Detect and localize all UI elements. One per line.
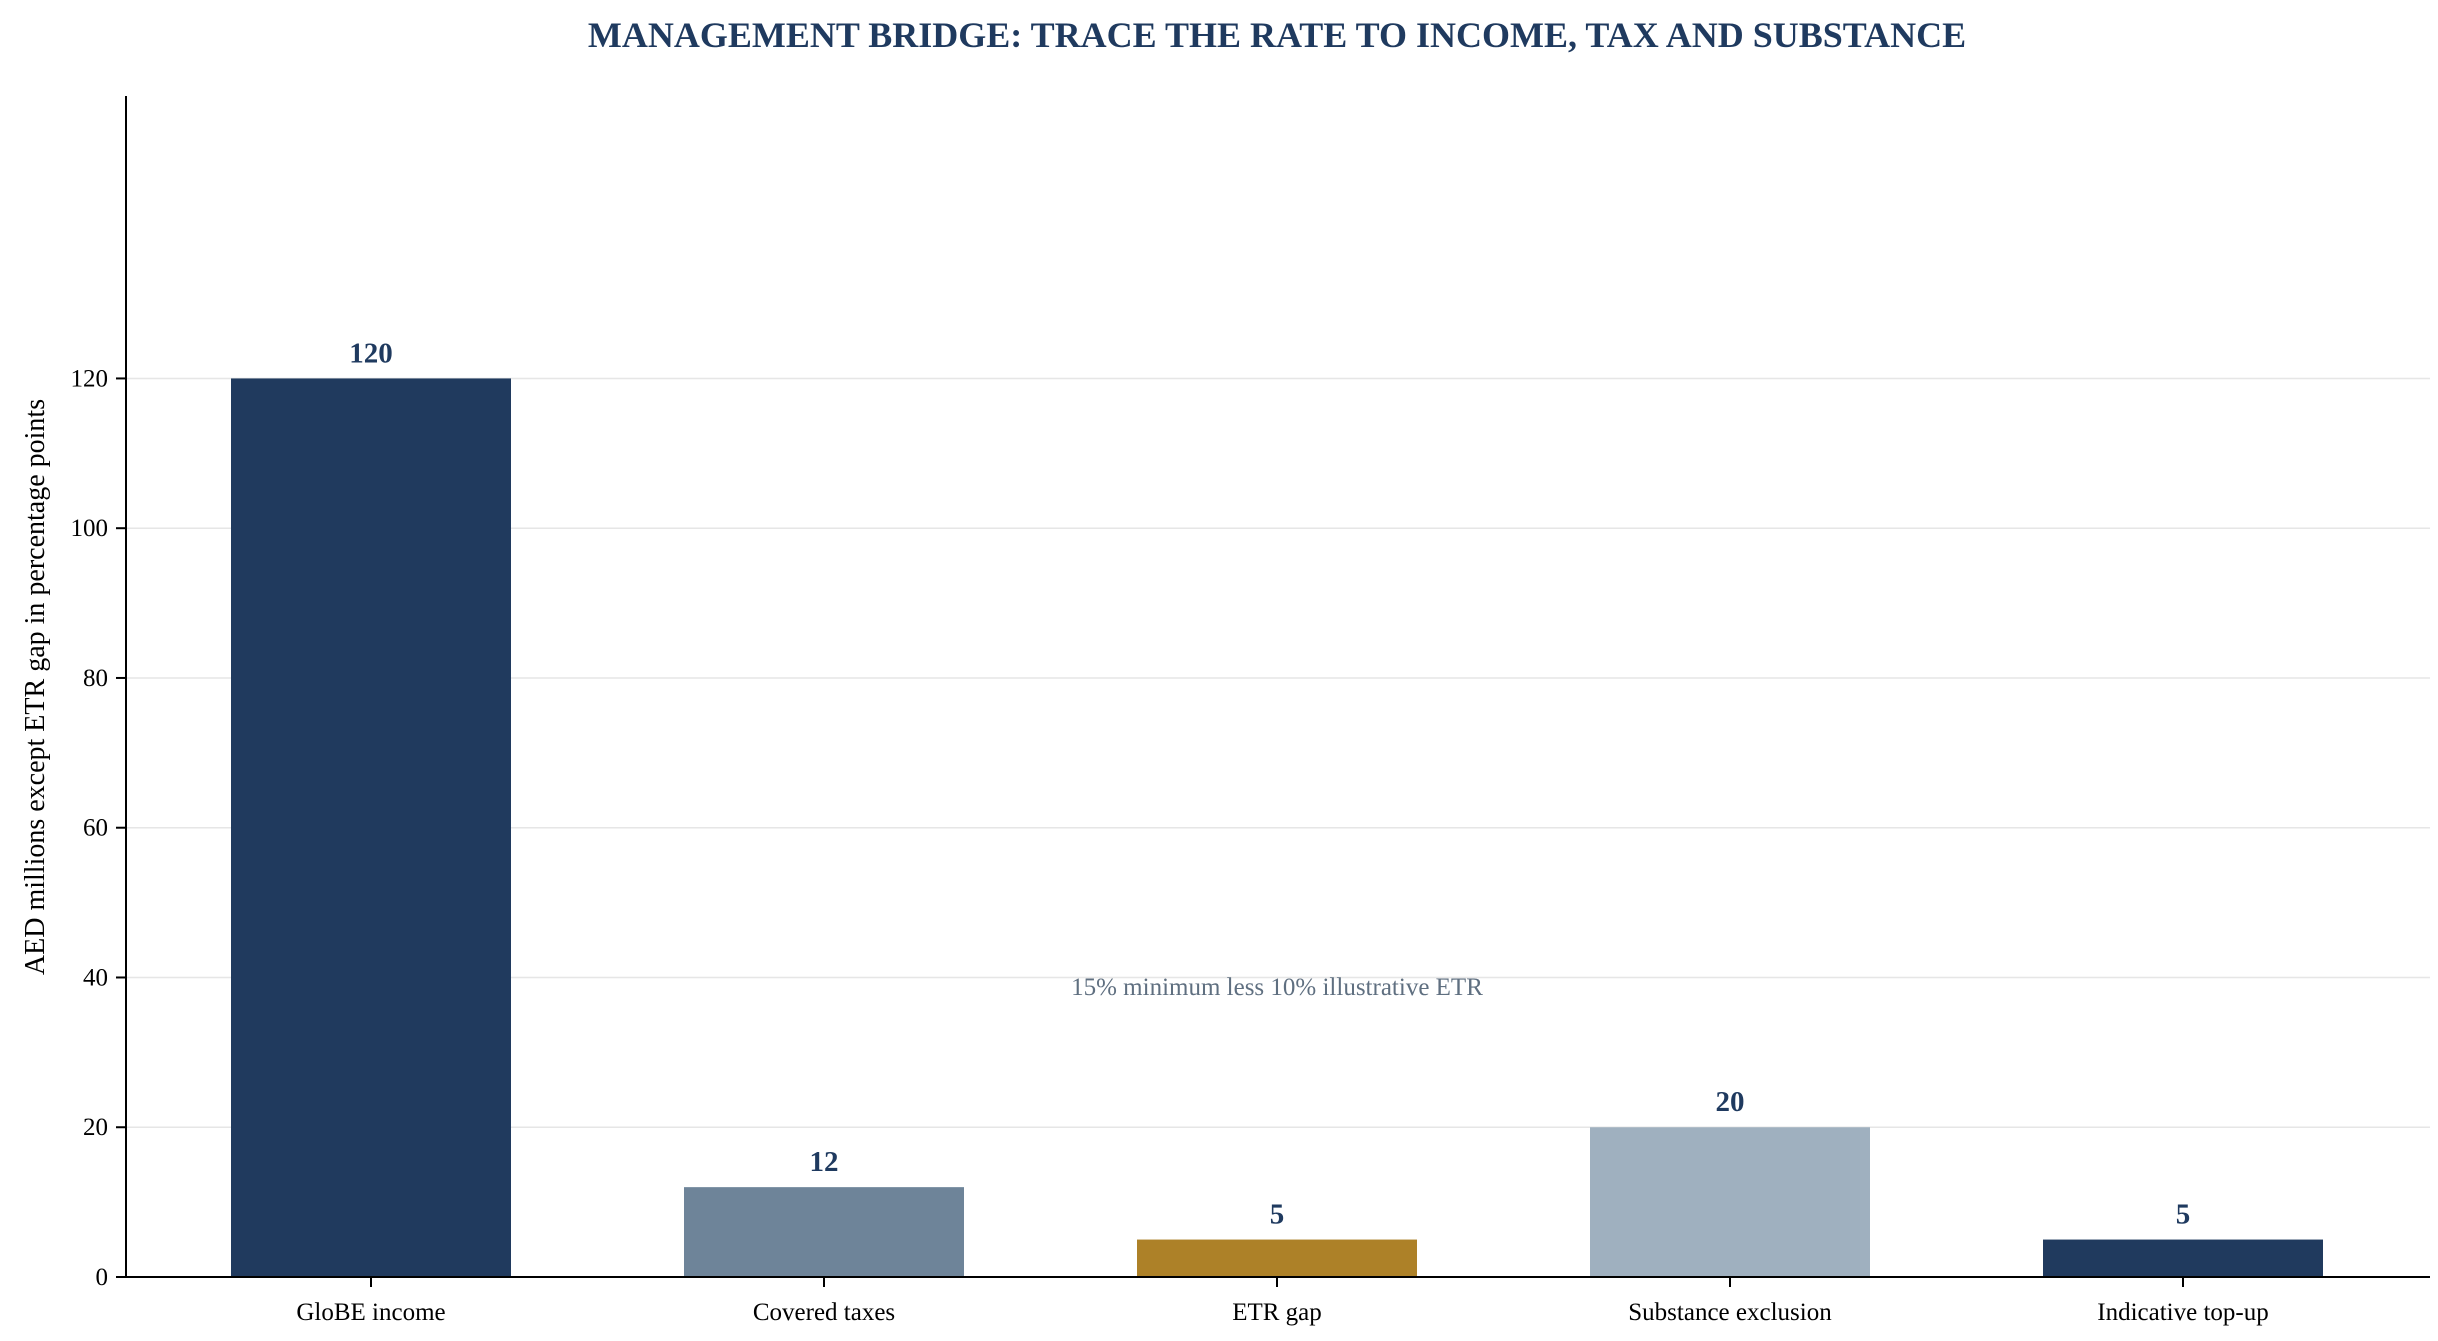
x-tick-label-2: ETR gap [1232,1299,1322,1326]
bars [231,378,2323,1277]
bar-2 [1137,1239,1417,1277]
y-axis-ticks: 0 20 40 60 80 100 120 [71,365,126,1291]
y-axis-label: AED millions except ETR gap in percentag… [20,399,51,975]
y-tick-label-100: 100 [71,515,109,542]
y-tick-label-20: 20 [83,1114,108,1141]
x-axis-ticks: GloBE income Covered taxes ETR gap Substanc… [296,1277,2269,1326]
bar-1 [684,1187,964,1277]
data-label-0: 120 [349,337,393,369]
etr-gap-annotation: 15% minimum less 10% illustrative ETR [1071,974,1483,1001]
x-tick-label-1: Covered taxes [753,1299,895,1326]
x-tick-label-3: Substance exclusion [1628,1299,1832,1326]
x-tick-label-4: Indicative top-up [2097,1299,2268,1326]
bar-4 [2043,1239,2323,1277]
x-tick-label-0: GloBE income [296,1299,445,1326]
y-tick-label-60: 60 [83,815,108,842]
bar-0 [231,378,511,1277]
data-label-3: 20 [1716,1086,1745,1118]
data-label-1: 12 [810,1146,839,1178]
data-label-2: 5 [1270,1199,1285,1231]
y-tick-label-0: 0 [96,1264,109,1291]
bar-3 [1590,1127,1870,1277]
y-tick-label-40: 40 [83,964,108,991]
chart-title: MANAGEMENT BRIDGE: TRACE THE RATE TO INC… [588,15,1966,55]
y-tick-label-120: 120 [71,365,109,392]
data-labels: 120 12 5 20 5 [349,337,2190,1230]
data-label-4: 5 [2176,1199,2191,1231]
y-tick-label-80: 80 [83,665,108,692]
